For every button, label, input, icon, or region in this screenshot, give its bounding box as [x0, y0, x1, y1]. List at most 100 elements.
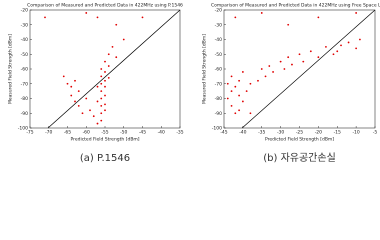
y-tick-label: -90 [21, 111, 28, 117]
point [234, 112, 237, 115]
point [249, 82, 252, 85]
y-tick-label: -100 [18, 126, 28, 132]
figure: Comparison of Measured and Predicted Dat… [8, 3, 380, 165]
point [355, 47, 358, 50]
point [104, 60, 106, 63]
y-tick-label: -70 [21, 81, 28, 87]
point [230, 75, 233, 78]
x-tick-label: -35 [176, 130, 183, 136]
point [287, 56, 290, 59]
point [96, 100, 99, 103]
y-tick-label: -20 [21, 8, 28, 14]
point [347, 41, 350, 44]
point [107, 65, 110, 67]
caption: (b) 자유공간손실 [263, 152, 336, 164]
x-tick-label: -40 [158, 130, 165, 136]
y-tick-label: -40 [21, 37, 28, 43]
point [268, 65, 271, 67]
point [111, 45, 114, 48]
x-tick-label: -50 [120, 130, 127, 136]
plot-area [29, 9, 181, 129]
point [249, 112, 252, 115]
point [100, 119, 103, 122]
point [70, 85, 73, 88]
point [81, 112, 84, 115]
point [74, 79, 76, 82]
point [234, 16, 237, 19]
point [302, 60, 305, 63]
point [62, 75, 65, 78]
point [317, 16, 320, 19]
plot-area [223, 9, 376, 129]
point [66, 82, 69, 85]
point [234, 85, 237, 88]
point [287, 23, 290, 26]
point [355, 12, 358, 14]
point [107, 53, 110, 56]
y-tick-label: -70 [215, 81, 222, 87]
point [44, 16, 46, 19]
x-tick-label: -60 [83, 130, 90, 136]
y-tick-label: -100 [212, 126, 222, 132]
point [238, 79, 241, 82]
point [122, 38, 125, 41]
point [96, 16, 99, 19]
y-tick-label: -60 [21, 67, 28, 73]
point [336, 50, 339, 53]
point [226, 82, 229, 85]
point [74, 100, 76, 103]
point [238, 109, 241, 112]
point [104, 94, 106, 97]
point [340, 44, 342, 47]
x-tick-label: -75 [26, 130, 33, 136]
y-tick-label: -80 [215, 96, 222, 102]
point [96, 85, 99, 88]
point [100, 104, 103, 107]
y-tick-label: -90 [215, 111, 222, 117]
y-tick-label: -30 [215, 22, 222, 28]
point [332, 53, 335, 56]
point [100, 112, 103, 115]
point [104, 109, 106, 112]
point [241, 100, 244, 103]
point [100, 97, 103, 100]
point [107, 76, 110, 79]
point [85, 97, 88, 100]
point [115, 23, 118, 26]
point [77, 90, 80, 93]
chart-title: Comparison of Measured and Predicted Dat… [27, 3, 183, 9]
reference-line [47, 9, 181, 129]
point [260, 12, 263, 14]
point [264, 75, 267, 78]
point [359, 38, 361, 41]
point [325, 45, 327, 48]
point [104, 79, 106, 82]
point [92, 115, 95, 118]
reference-line [241, 9, 376, 129]
y-tick-label: -60 [215, 67, 222, 73]
y-axis-label: Measured Field Strength [dBm] [8, 34, 14, 104]
point [100, 82, 103, 85]
point [257, 79, 259, 82]
point [309, 50, 312, 53]
y-tick-label: -40 [215, 37, 222, 43]
y-axis-label: Measured Field Strength [dBm] [202, 34, 208, 104]
point [104, 71, 106, 73]
x-tick-label: -40 [239, 130, 246, 136]
y-tick-label: -50 [21, 52, 28, 58]
point [77, 104, 80, 107]
point [298, 53, 301, 56]
y-tick-label: -50 [215, 52, 222, 58]
point [100, 68, 103, 70]
x-tick-label: -25 [296, 130, 303, 136]
x-tick-label: -20 [315, 130, 322, 136]
x-axis-label: Predicted Field Strength [dBm] [70, 137, 139, 143]
x-tick-label: -5 [373, 130, 378, 136]
x-tick-label: -55 [101, 130, 108, 136]
x-tick-label: -45 [139, 130, 146, 136]
point [260, 68, 263, 70]
point [283, 68, 286, 70]
point [279, 60, 282, 63]
x-tick-label: -65 [64, 130, 71, 136]
point [100, 90, 103, 93]
